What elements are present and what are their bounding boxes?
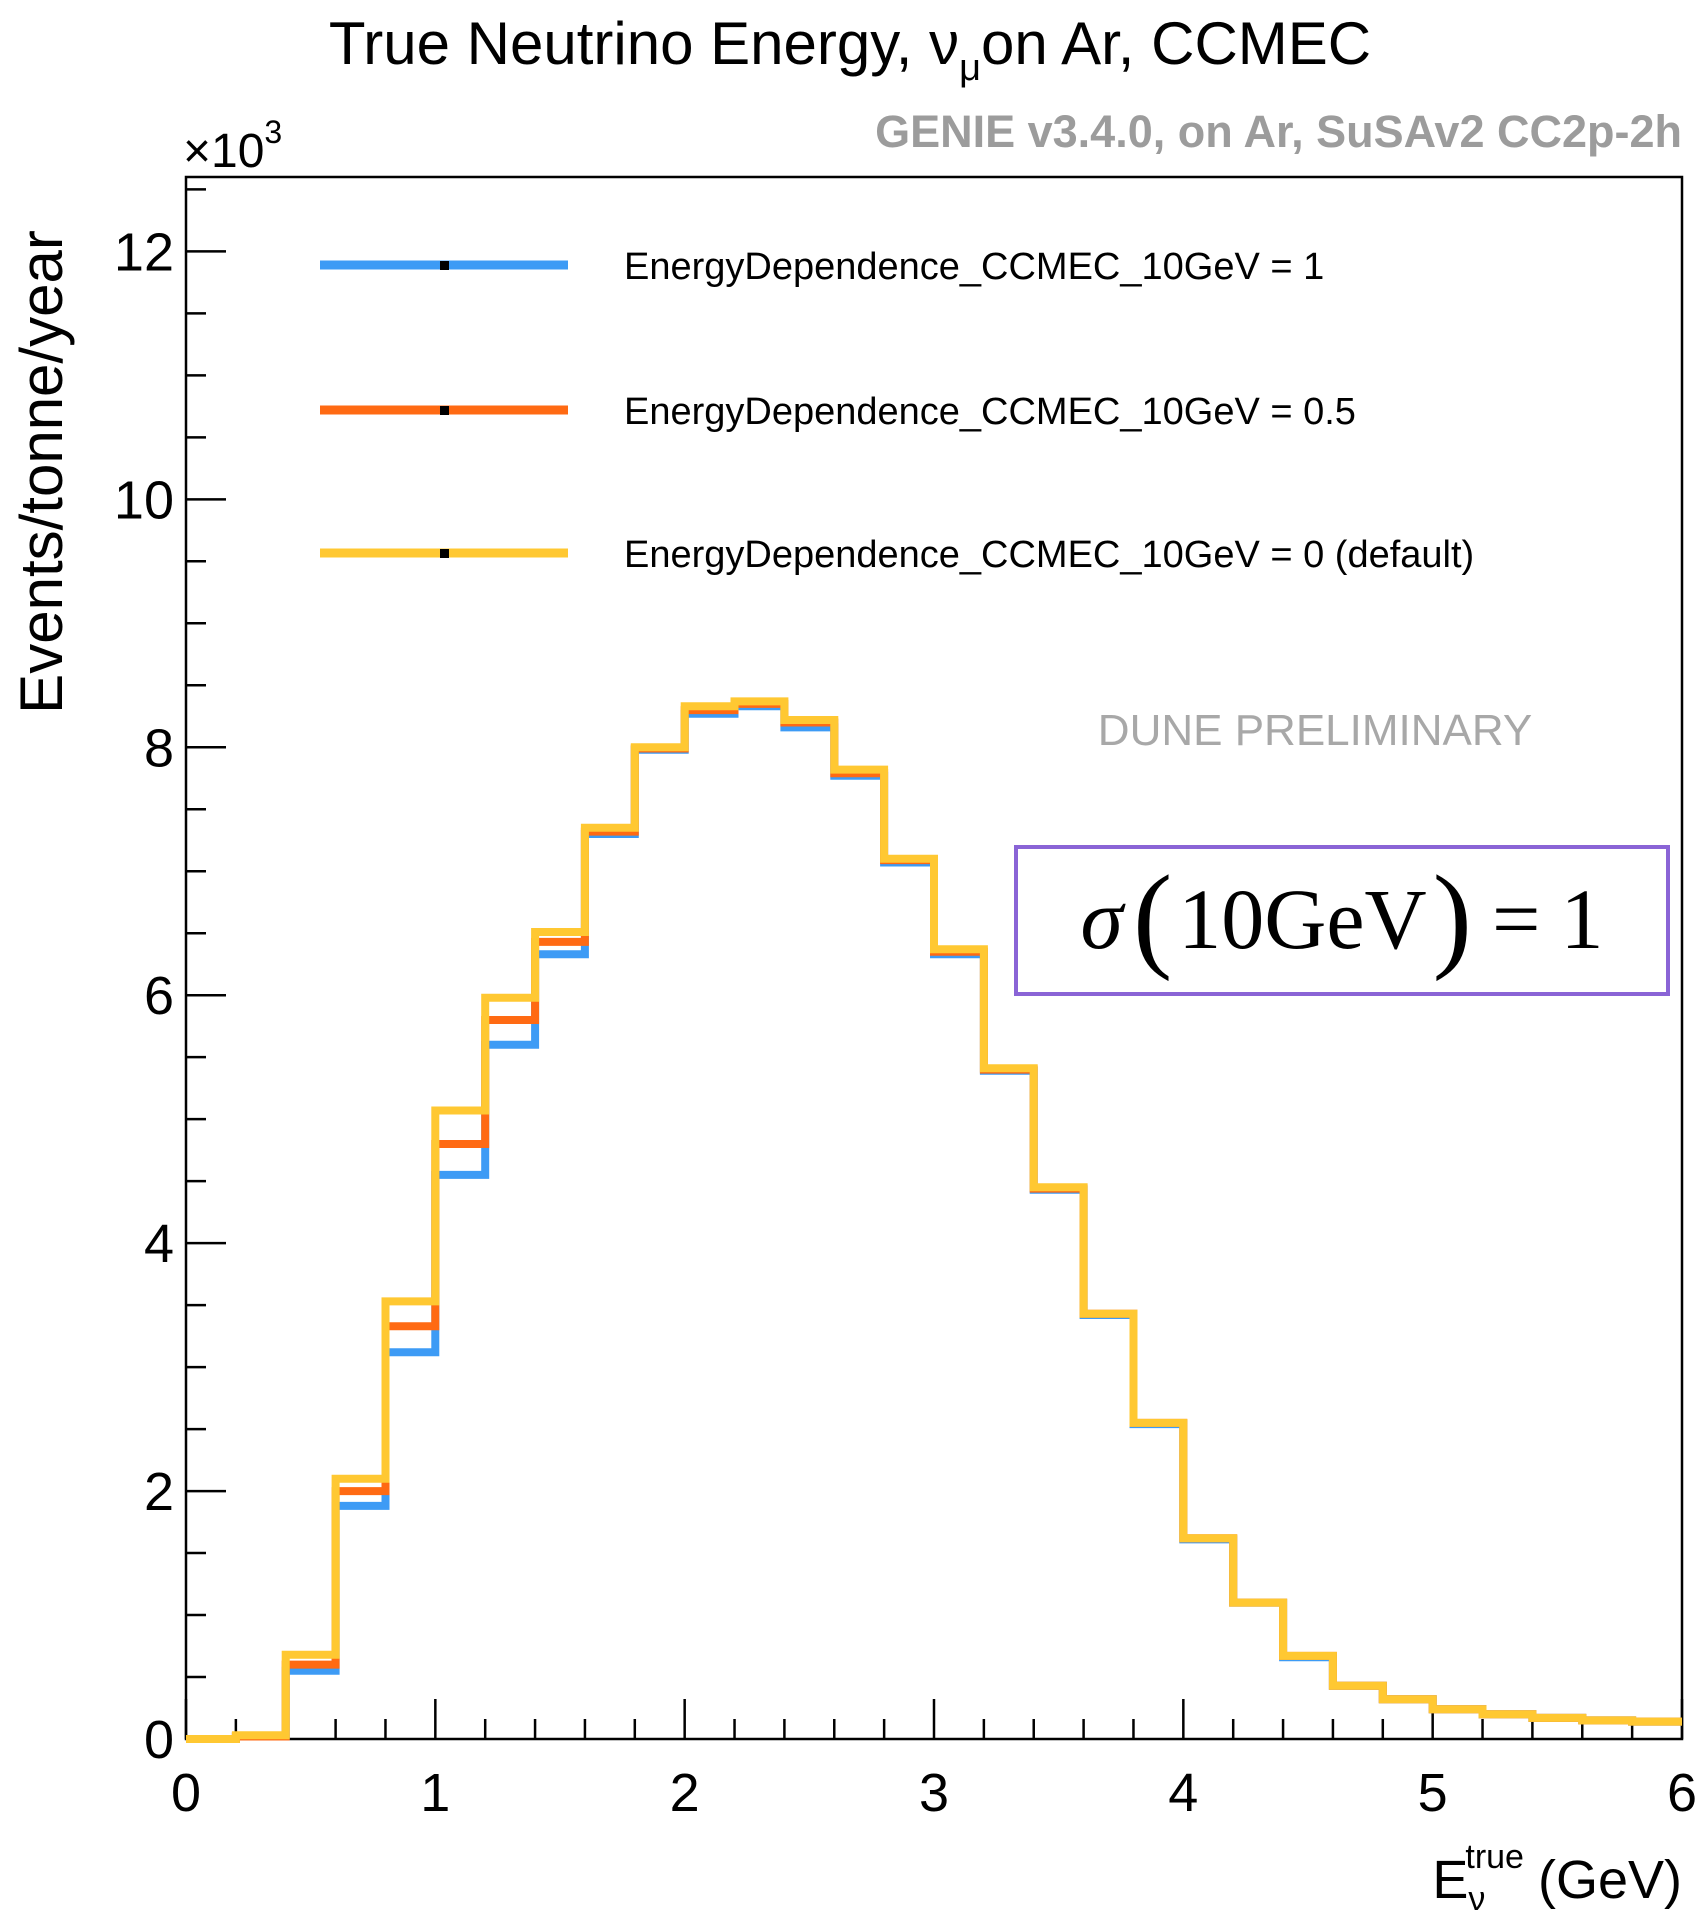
y-tick-label: 0 (144, 1710, 174, 1770)
chart-title: True Neutrino Energy, νμon Ar, CCMEC (329, 10, 1371, 89)
series-line-3 (186, 697, 1682, 1743)
y-tick-label: 2 (144, 1462, 174, 1522)
x-tick-label: 3 (919, 1763, 949, 1823)
series-layer (186, 697, 1682, 1743)
x-axis-label: Eνtrue (GeV) (1432, 1838, 1682, 1911)
y-axis-multiplier: ×103 (183, 114, 282, 178)
legend-label-1: EnergyDependence_CCMEC_10GeV = 1 (624, 246, 1324, 288)
generator-label: GENIE v3.4.0, on Ar, SuSAv2 CC2p-2h (875, 106, 1682, 157)
x-tick-label: 6 (1667, 1763, 1696, 1823)
x-tick-label: 2 (670, 1763, 700, 1823)
y-tick-label: 8 (144, 718, 174, 778)
legend-marker-1 (440, 261, 449, 270)
x-tick-label: 0 (171, 1763, 201, 1823)
legend-label-3: EnergyDependence_CCMEC_10GeV = 0 (defaul… (624, 534, 1474, 576)
sigma-annotation: σ(10GeV) = 1 (1081, 851, 1604, 982)
y-axis-label: Events/tonne/year (8, 230, 75, 714)
x-tick-label: 1 (420, 1763, 450, 1823)
legend-marker-3 (440, 549, 449, 558)
legend-label-2: EnergyDependence_CCMEC_10GeV = 0.5 (624, 391, 1356, 433)
legend: EnergyDependence_CCMEC_10GeV = 1 EnergyDe… (320, 246, 1474, 576)
legend-marker-2 (440, 406, 449, 415)
y-tick-label: 6 (144, 966, 174, 1026)
y-tick-label: 10 (114, 470, 174, 530)
x-tick-label: 4 (1168, 1763, 1198, 1823)
dune-preliminary-watermark: DUNE PRELIMINARY (1098, 706, 1532, 755)
y-tick-label: 12 (114, 222, 174, 282)
x-tick-label: 5 (1418, 1763, 1448, 1823)
y-tick-label: 4 (144, 1214, 174, 1274)
sigma-annotation-box (1014, 845, 1670, 996)
